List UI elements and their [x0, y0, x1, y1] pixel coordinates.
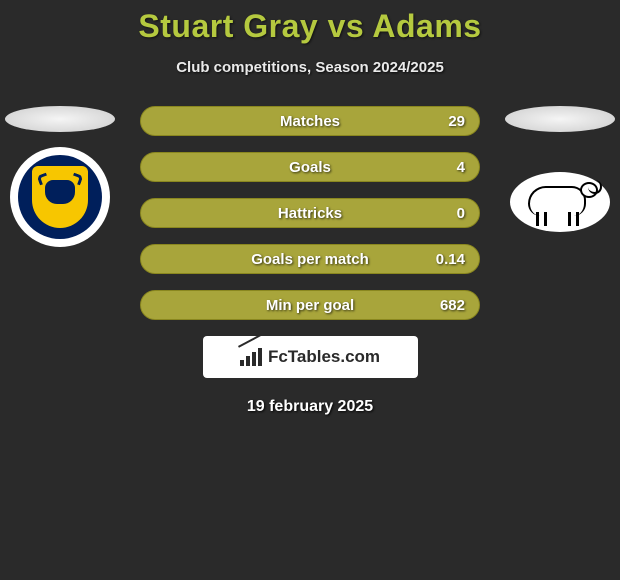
- brand-text: FcTables.com: [268, 347, 380, 367]
- stats-bars: Matches 29 Goals 4 Hattricks 0 Goals per…: [140, 106, 480, 320]
- left-team-badge: [10, 147, 110, 247]
- right-team-badge: [510, 172, 610, 232]
- left-team-column: [5, 106, 115, 247]
- stat-row-matches: Matches 29: [140, 106, 480, 136]
- right-team-column: [505, 106, 615, 232]
- stat-row-mpg: Min per goal 682: [140, 290, 480, 320]
- oxford-shield-icon: [32, 166, 88, 228]
- stat-row-goals: Goals 4: [140, 152, 480, 182]
- brand-chart-icon: [240, 348, 262, 366]
- stat-label: Goals: [289, 159, 331, 176]
- stat-value: 29: [448, 113, 465, 130]
- stat-label: Hattricks: [278, 205, 342, 222]
- left-team-oval: [5, 106, 115, 132]
- stat-value: 682: [440, 297, 465, 314]
- right-team-oval: [505, 106, 615, 132]
- oxford-badge-inner: [18, 155, 102, 239]
- stat-row-hattricks: Hattricks 0: [140, 198, 480, 228]
- stat-label: Min per goal: [266, 297, 354, 314]
- date-label: 19 february 2025: [0, 398, 620, 416]
- page-subtitle: Club competitions, Season 2024/2025: [0, 59, 620, 76]
- stat-label: Matches: [280, 113, 340, 130]
- stat-value: 0: [457, 205, 465, 222]
- stat-label: Goals per match: [251, 251, 369, 268]
- brand-box: FcTables.com: [203, 336, 418, 378]
- stat-value: 0.14: [436, 251, 465, 268]
- stat-row-gpm: Goals per match 0.14: [140, 244, 480, 274]
- stat-value: 4: [457, 159, 465, 176]
- content-area: Matches 29 Goals 4 Hattricks 0 Goals per…: [0, 106, 620, 416]
- page-title: Stuart Gray vs Adams: [0, 0, 620, 45]
